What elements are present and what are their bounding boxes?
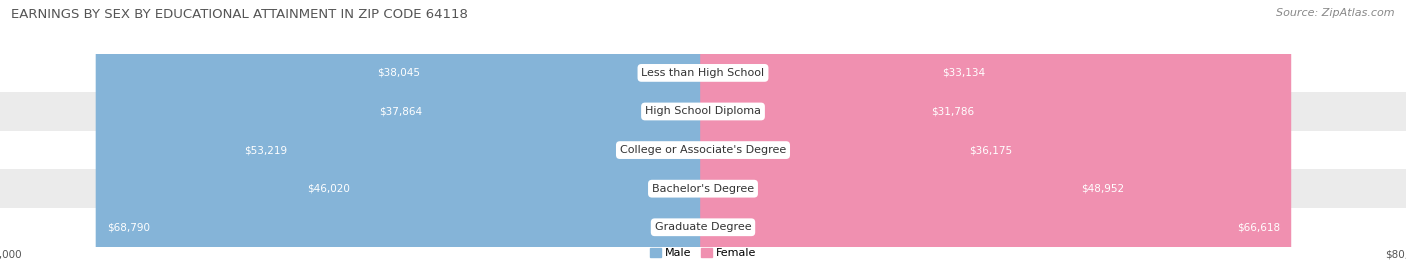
Legend: Male, Female: Male, Female [645,243,761,262]
FancyBboxPatch shape [700,0,1291,268]
FancyBboxPatch shape [295,0,706,268]
Text: $68,790: $68,790 [107,222,150,232]
Bar [0,131,1406,169]
FancyBboxPatch shape [96,0,706,268]
FancyBboxPatch shape [700,0,1024,268]
FancyBboxPatch shape [367,0,706,268]
Bar [0,92,1406,131]
Bar [0,169,1406,208]
Text: $37,864: $37,864 [378,106,422,117]
Text: $48,952: $48,952 [1081,184,1125,194]
Text: Graduate Degree: Graduate Degree [655,222,751,232]
FancyBboxPatch shape [232,0,706,268]
Text: $46,020: $46,020 [307,184,350,194]
Text: Bachelor's Degree: Bachelor's Degree [652,184,754,194]
FancyBboxPatch shape [366,0,706,268]
Text: Less than High School: Less than High School [641,68,765,78]
Text: College or Associate's Degree: College or Associate's Degree [620,145,786,155]
Bar [0,208,1406,247]
Text: Source: ZipAtlas.com: Source: ZipAtlas.com [1277,8,1395,18]
Text: $31,786: $31,786 [931,106,974,117]
Text: $33,134: $33,134 [942,68,986,78]
Text: $38,045: $38,045 [377,68,420,78]
Text: $66,618: $66,618 [1237,222,1279,232]
Text: EARNINGS BY SEX BY EDUCATIONAL ATTAINMENT IN ZIP CODE 64118: EARNINGS BY SEX BY EDUCATIONAL ATTAINMEN… [11,8,468,21]
Text: $36,175: $36,175 [969,145,1012,155]
FancyBboxPatch shape [700,0,986,268]
Bar [0,54,1406,92]
FancyBboxPatch shape [700,0,1136,268]
Text: High School Diploma: High School Diploma [645,106,761,117]
Text: $53,219: $53,219 [243,145,287,155]
FancyBboxPatch shape [700,0,997,268]
